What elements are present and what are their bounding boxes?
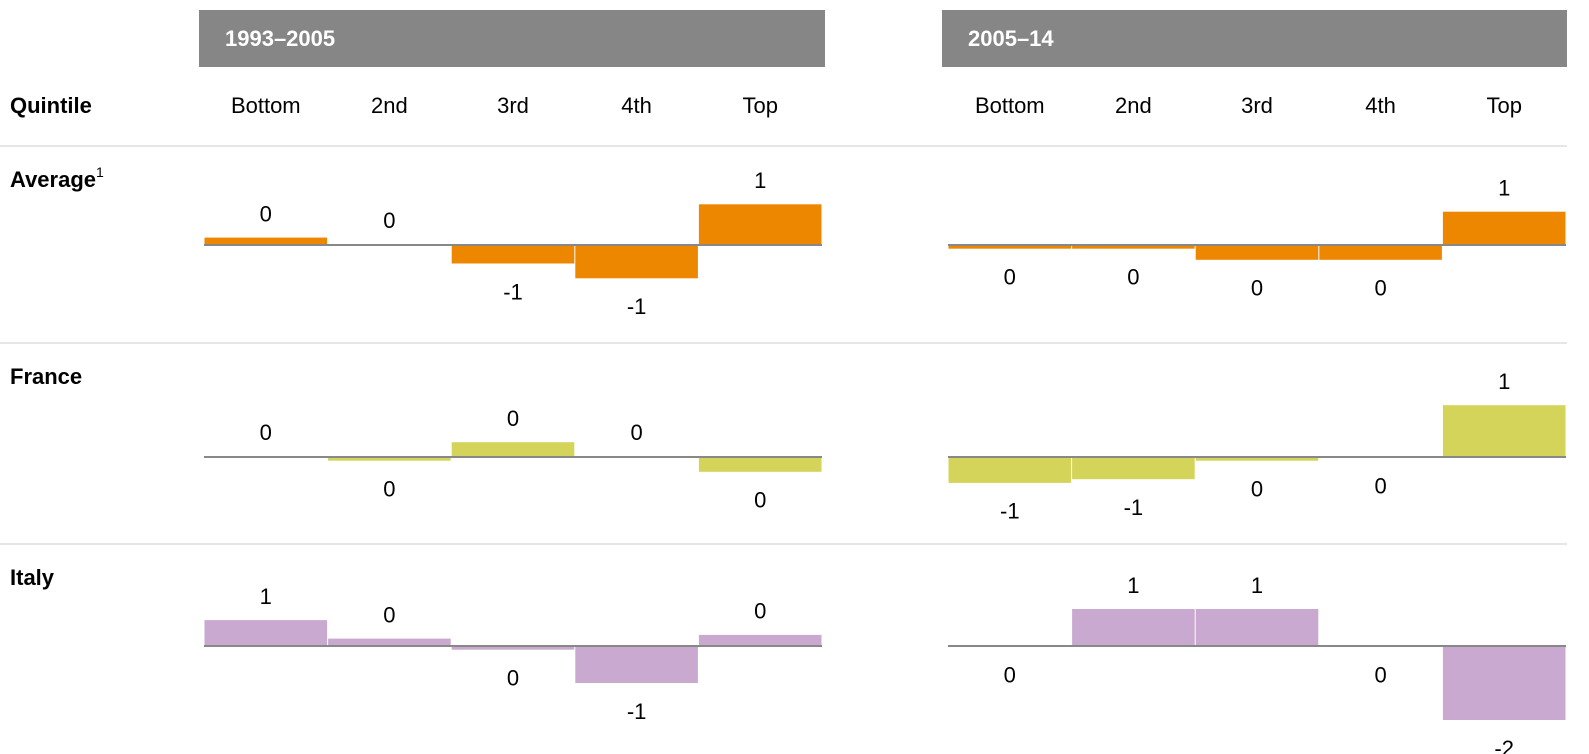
value-label: 1	[1127, 573, 1139, 598]
bar	[1195, 457, 1319, 461]
value-label: 0	[260, 201, 272, 226]
value-label: 1	[1498, 369, 1510, 394]
bar	[575, 646, 698, 683]
bar	[451, 245, 575, 264]
value-label: 0	[754, 488, 766, 513]
row-header: Quintile	[10, 93, 92, 118]
bar	[204, 237, 328, 245]
bar	[575, 245, 698, 279]
value-label: 1	[1251, 573, 1263, 598]
row-label: Average1	[10, 164, 104, 192]
panel-header	[942, 10, 1567, 67]
value-label: -1	[627, 699, 647, 724]
value-label: 1	[260, 584, 272, 609]
bar	[1195, 245, 1319, 260]
value-label: 1	[1498, 176, 1510, 201]
column-label: Bottom	[975, 93, 1045, 118]
value-label: 0	[1127, 265, 1139, 290]
bar	[1072, 457, 1195, 480]
column-label: 2nd	[371, 93, 408, 118]
bar	[451, 442, 575, 457]
bar	[1442, 646, 1566, 720]
value-label: 0	[1374, 276, 1386, 301]
value-label: -1	[1124, 495, 1144, 520]
bar	[1072, 609, 1195, 646]
value-label: 0	[260, 420, 272, 445]
row-label: France	[10, 364, 82, 389]
value-label: -1	[627, 294, 647, 319]
column-label: 3rd	[1241, 93, 1273, 118]
bar	[1319, 245, 1442, 260]
bar	[1195, 609, 1319, 646]
bar	[698, 457, 822, 472]
panel-header	[199, 10, 825, 67]
bar	[1442, 211, 1566, 245]
value-label: 0	[630, 420, 642, 445]
bar	[328, 457, 451, 461]
row-label: Italy	[10, 565, 55, 590]
value-label: 0	[383, 602, 395, 627]
bar	[948, 457, 1072, 483]
value-label: 0	[1251, 477, 1263, 502]
column-label: 4th	[621, 93, 652, 118]
column-label: Top	[742, 93, 777, 118]
value-label: -1	[503, 279, 523, 304]
bar	[1442, 405, 1566, 457]
panel-title: 1993–2005	[225, 26, 335, 51]
column-label: 4th	[1365, 93, 1396, 118]
bar	[698, 634, 822, 646]
value-label: 0	[383, 208, 395, 233]
footnote: 1	[96, 164, 104, 180]
value-label: 0	[1004, 265, 1016, 290]
column-label: Bottom	[231, 93, 301, 118]
value-label: -2	[1494, 736, 1514, 754]
column-label: 2nd	[1115, 93, 1152, 118]
bar	[1072, 245, 1195, 249]
bar	[328, 638, 451, 646]
bar	[698, 204, 822, 245]
value-label: 0	[1374, 663, 1386, 688]
value-label: 0	[383, 477, 395, 502]
value-label: 0	[507, 666, 519, 691]
bar	[204, 620, 328, 646]
panel-title: 2005–14	[968, 26, 1054, 51]
value-label: 0	[754, 599, 766, 624]
column-label: 3rd	[497, 93, 529, 118]
bar	[451, 646, 575, 650]
bar	[948, 245, 1072, 249]
value-label: 1	[754, 168, 766, 193]
value-label: -1	[1000, 499, 1020, 524]
value-label: 0	[507, 406, 519, 431]
column-label: Top	[1486, 93, 1521, 118]
value-label: 0	[1251, 276, 1263, 301]
value-label: 0	[1374, 474, 1386, 499]
value-label: 0	[1004, 663, 1016, 688]
